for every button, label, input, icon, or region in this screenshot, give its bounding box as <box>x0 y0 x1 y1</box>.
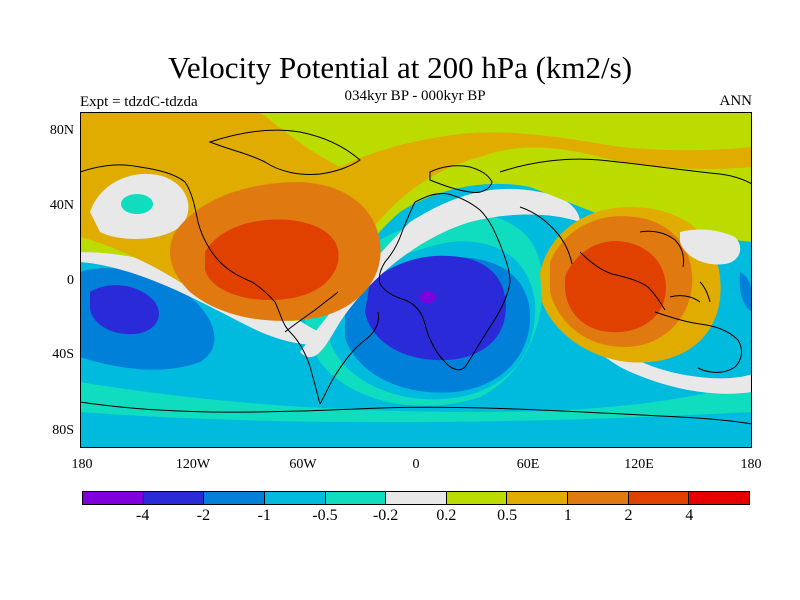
colorbar-box <box>689 492 750 504</box>
colorbar-label: 0.2 <box>436 507 457 524</box>
lon-label-0: 0 <box>412 457 420 472</box>
contour-map <box>80 112 752 448</box>
colorbar-label: -2 <box>196 507 211 524</box>
blob-s-band <box>80 412 752 448</box>
blob-africa-n3 <box>365 255 506 361</box>
pos-north-green-top <box>260 112 752 167</box>
colorbar-label: -0.5 <box>312 507 338 524</box>
colorbar-label: 4 <box>685 507 694 524</box>
lat-label-eq: 0 <box>67 273 74 288</box>
colorbar-box <box>507 492 569 504</box>
lon-label-180e: 180 <box>740 457 762 472</box>
chart-title: Velocity Potential at 200 hPa (km2/s) <box>167 50 633 85</box>
lon-label-60w: 60W <box>289 457 317 472</box>
blob-ne-white <box>680 229 741 265</box>
colorbar-label: -0.2 <box>372 507 399 524</box>
colorbar-label: 1 <box>563 507 572 524</box>
lon-label-180w: 180 <box>71 457 93 472</box>
colorbar-box <box>83 492 144 504</box>
lat-label-80s: 80S <box>52 423 74 438</box>
lon-label-120w: 120W <box>175 457 211 472</box>
colorbar-box <box>264 492 326 504</box>
blob-pac-n3 <box>90 285 159 335</box>
zero-band-c <box>300 188 580 358</box>
colorbar-box <box>568 492 629 504</box>
season-label: ANN <box>719 93 753 109</box>
blob-africa-n4 <box>420 291 436 303</box>
colorbar-box <box>325 492 387 504</box>
experiment-label: Expt = tdzdC-tdzda <box>80 94 198 110</box>
blob-asia-p4 <box>565 241 666 333</box>
colorbar-label: -4 <box>136 507 150 524</box>
colorbar-label: 0.5 <box>497 507 518 524</box>
colorbar <box>82 491 750 505</box>
lat-label-80n: 80N <box>49 123 74 138</box>
colorbar-box <box>628 492 690 504</box>
blob-nw-teal <box>121 194 153 214</box>
lon-label-120e: 120E <box>624 457 654 472</box>
colorbar-box <box>446 492 508 504</box>
lat-label-40s: 40S <box>52 347 74 362</box>
colorbar-box <box>204 492 265 504</box>
blob-east-edge <box>739 272 752 312</box>
colorbar-box <box>386 492 447 504</box>
colorbar-label: -1 <box>257 507 271 524</box>
coastlines <box>80 129 752 425</box>
colorbar-label: 2 <box>624 507 633 524</box>
chart-subtitle: 034kyr BP - 000kyr BP <box>344 88 486 104</box>
colorbar-box <box>143 492 205 504</box>
lat-label-40n: 40N <box>49 198 74 213</box>
blob-amer-p4 <box>205 219 339 300</box>
lon-label-60e: 60E <box>516 457 540 472</box>
